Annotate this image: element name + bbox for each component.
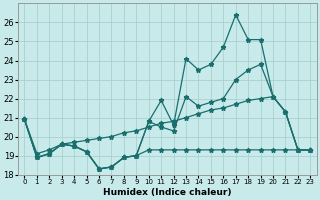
X-axis label: Humidex (Indice chaleur): Humidex (Indice chaleur) [103,188,232,197]
